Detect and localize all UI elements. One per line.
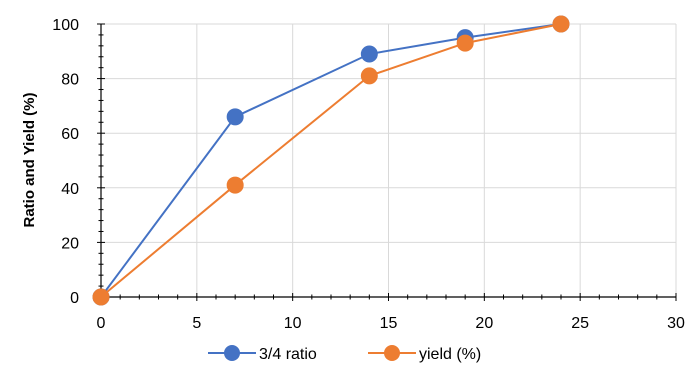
y-tick-label: 100: [52, 17, 79, 34]
tick-labels: 0 5 10 15 20 25 30 0 20 40 60 80 100: [52, 17, 685, 332]
x-tick-label: 15: [380, 315, 398, 332]
legend-entry: yield (%): [368, 345, 481, 363]
data-point: [226, 108, 244, 126]
y-tick-label: 0: [70, 290, 79, 307]
x-tick-label: 10: [284, 315, 302, 332]
data-point: [552, 15, 570, 33]
legend: 3/4 ratio yield (%): [208, 345, 481, 363]
y-tick-label: 60: [61, 126, 79, 143]
y-tick-label: 40: [61, 181, 79, 198]
y-tick-label: 20: [61, 235, 79, 252]
data-point: [456, 34, 474, 52]
series-2: [92, 15, 570, 306]
data-point: [360, 45, 378, 63]
data-point: [226, 176, 244, 194]
x-tick-label: 0: [97, 315, 106, 332]
x-tick-label: 5: [192, 315, 201, 332]
axes: [97, 23, 677, 301]
data-series: [92, 15, 570, 306]
y-tick-label: 80: [61, 72, 79, 89]
legend-marker: [384, 345, 400, 361]
series-line: [100, 23, 562, 298]
legend-label: 3/4 ratio: [259, 346, 317, 363]
legend-label: yield (%): [419, 346, 481, 363]
data-point: [92, 288, 110, 306]
x-tick-label: 30: [667, 315, 685, 332]
x-tick-label: 20: [475, 315, 493, 332]
x-tick-label: 25: [571, 315, 589, 332]
legend-entry: 3/4 ratio: [208, 345, 317, 363]
y-axis-title: Ratio and Yield (%): [21, 92, 38, 227]
grid-lines: [101, 23, 677, 297]
series-line: [100, 23, 562, 298]
series-1: [92, 15, 570, 306]
legend-marker: [224, 345, 240, 361]
data-point: [360, 67, 378, 85]
